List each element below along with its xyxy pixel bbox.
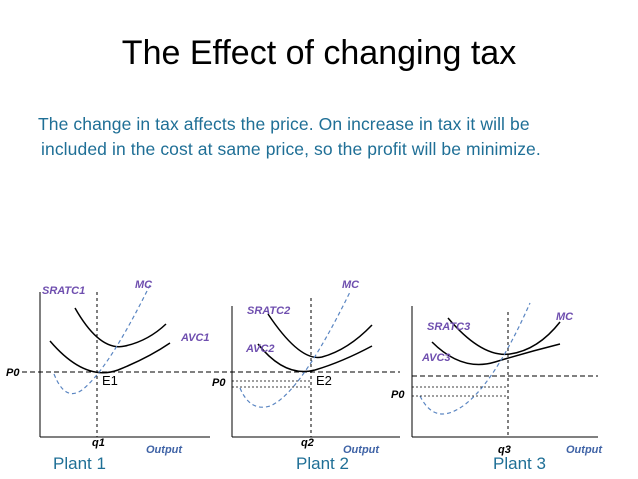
panel2-p0-label: P0 xyxy=(212,377,226,389)
panel1-mc-label: MC xyxy=(135,279,153,291)
panel1-e1-label: E1 xyxy=(102,373,118,388)
panel-plant-2: P0 E2 SRATC2 AVC2 MC q2 Output Plant 2 xyxy=(212,279,400,473)
panel3-output-label: Output xyxy=(566,444,603,456)
panel2-mc-label: MC xyxy=(342,279,360,291)
slide-paragraph: The change in tax affects the price. On … xyxy=(38,112,628,162)
panel3-mc-curve xyxy=(419,302,531,415)
panel2-e2-label: E2 xyxy=(316,373,332,388)
plant3-label: Plant 3 xyxy=(493,454,546,473)
panel3-mc-label: MC xyxy=(556,311,574,323)
panel1-q-label: q1 xyxy=(92,437,105,449)
panel2-sratc-label: SRATC2 xyxy=(247,305,290,317)
panel-plant-3: P0 SRATC3 AVC3 MC q3 Output Plant 3 xyxy=(391,302,603,473)
panel1-sratc-label: SRATC1 xyxy=(42,285,85,297)
panel1-output-label: Output xyxy=(146,444,183,456)
panel1-sratc-curve xyxy=(74,307,167,348)
panel-plant-1: P0 E1 SRATC1 MC AVC1 q1 Output Plant 1 xyxy=(6,279,210,473)
panel2-output-label: Output xyxy=(343,444,380,456)
panel1-avc-label: AVC1 xyxy=(180,332,210,344)
plant2-label: Plant 2 xyxy=(296,454,349,473)
panel1-mc-curve xyxy=(53,284,151,395)
paragraph-line-2: included in the cost at same price, so t… xyxy=(41,139,541,159)
panel3-sratc-label: SRATC3 xyxy=(427,321,470,333)
panel3-avc-label: AVC3 xyxy=(421,352,451,364)
panel2-mc-curve xyxy=(239,291,351,408)
panel2-sratc-curve xyxy=(267,313,373,359)
panel3-q-label: q3 xyxy=(498,444,511,456)
panel2-avc-label: AVC2 xyxy=(245,343,275,355)
panel3-avc-curve xyxy=(431,341,561,366)
panel2-q-label: q2 xyxy=(301,437,314,449)
panel1-avc-curve xyxy=(49,340,171,374)
slide-title: The Effect of changing tax xyxy=(121,34,517,72)
paragraph-line-1: The change in tax affects the price. On … xyxy=(38,114,530,134)
plant1-label: Plant 1 xyxy=(53,454,106,473)
panel2-avc-curve xyxy=(257,343,373,373)
panel1-p0-label: P0 xyxy=(6,367,20,379)
panel3-sratc-curve xyxy=(447,317,561,356)
panel3-p0-label: P0 xyxy=(391,389,405,401)
